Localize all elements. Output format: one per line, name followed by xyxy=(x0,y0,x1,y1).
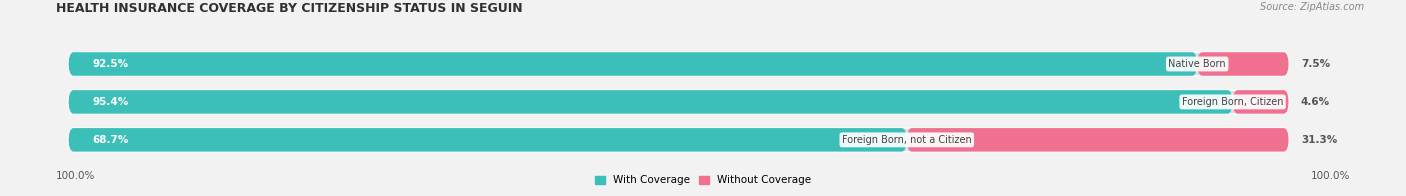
Text: 7.5%: 7.5% xyxy=(1301,59,1330,69)
FancyBboxPatch shape xyxy=(69,90,1289,114)
Text: 68.7%: 68.7% xyxy=(93,135,129,145)
FancyBboxPatch shape xyxy=(69,128,1289,152)
Text: HEALTH INSURANCE COVERAGE BY CITIZENSHIP STATUS IN SEGUIN: HEALTH INSURANCE COVERAGE BY CITIZENSHIP… xyxy=(56,2,523,15)
FancyBboxPatch shape xyxy=(1198,52,1289,76)
Text: 4.6%: 4.6% xyxy=(1301,97,1330,107)
Text: 95.4%: 95.4% xyxy=(93,97,129,107)
Text: 92.5%: 92.5% xyxy=(93,59,129,69)
Text: 100.0%: 100.0% xyxy=(56,171,96,181)
Text: 100.0%: 100.0% xyxy=(1310,171,1350,181)
FancyBboxPatch shape xyxy=(69,90,1233,114)
FancyBboxPatch shape xyxy=(69,128,907,152)
FancyBboxPatch shape xyxy=(69,52,1289,76)
Text: Native Born: Native Born xyxy=(1168,59,1226,69)
Text: Foreign Born, not a Citizen: Foreign Born, not a Citizen xyxy=(842,135,972,145)
Legend: With Coverage, Without Coverage: With Coverage, Without Coverage xyxy=(591,171,815,190)
FancyBboxPatch shape xyxy=(1233,90,1289,114)
FancyBboxPatch shape xyxy=(69,52,1198,76)
Text: 31.3%: 31.3% xyxy=(1301,135,1337,145)
Text: Source: ZipAtlas.com: Source: ZipAtlas.com xyxy=(1260,2,1364,12)
FancyBboxPatch shape xyxy=(907,128,1289,152)
Text: Foreign Born, Citizen: Foreign Born, Citizen xyxy=(1182,97,1284,107)
